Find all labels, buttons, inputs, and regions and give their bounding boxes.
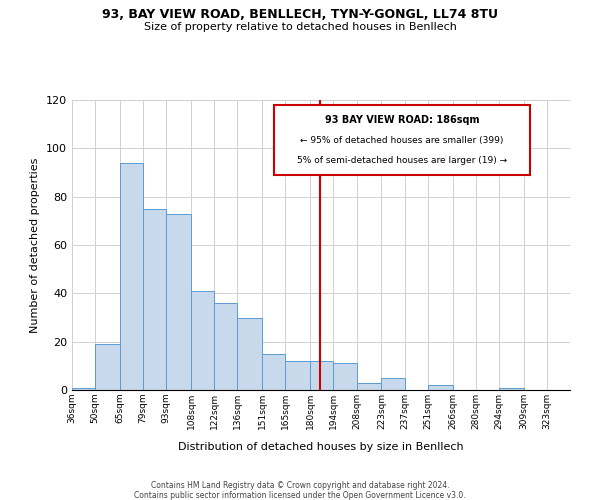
Bar	[120, 163, 143, 390]
Bar	[499, 388, 524, 390]
Bar	[428, 385, 452, 390]
Y-axis label: Number of detached properties: Number of detached properties	[31, 158, 40, 332]
Bar	[72, 388, 95, 390]
Bar	[334, 364, 356, 390]
Bar	[143, 209, 166, 390]
Bar	[310, 361, 334, 390]
Text: Contains HM Land Registry data © Crown copyright and database right 2024.: Contains HM Land Registry data © Crown c…	[151, 481, 449, 490]
FancyBboxPatch shape	[274, 105, 530, 175]
Bar	[382, 378, 404, 390]
Bar	[95, 344, 120, 390]
Text: 93 BAY VIEW ROAD: 186sqm: 93 BAY VIEW ROAD: 186sqm	[325, 114, 479, 124]
Text: Distribution of detached houses by size in Benllech: Distribution of detached houses by size …	[178, 442, 464, 452]
Bar	[262, 354, 286, 390]
Bar	[214, 303, 238, 390]
Bar	[356, 383, 382, 390]
Text: 5% of semi-detached houses are larger (19) →: 5% of semi-detached houses are larger (1…	[297, 156, 507, 164]
Text: ← 95% of detached houses are smaller (399): ← 95% of detached houses are smaller (39…	[301, 136, 504, 145]
Text: 93, BAY VIEW ROAD, BENLLECH, TYN-Y-GONGL, LL74 8TU: 93, BAY VIEW ROAD, BENLLECH, TYN-Y-GONGL…	[102, 8, 498, 20]
Bar	[286, 361, 310, 390]
Text: Size of property relative to detached houses in Benllech: Size of property relative to detached ho…	[143, 22, 457, 32]
Bar	[191, 291, 214, 390]
Bar	[238, 318, 262, 390]
Bar	[166, 214, 191, 390]
Text: Contains public sector information licensed under the Open Government Licence v3: Contains public sector information licen…	[134, 491, 466, 500]
